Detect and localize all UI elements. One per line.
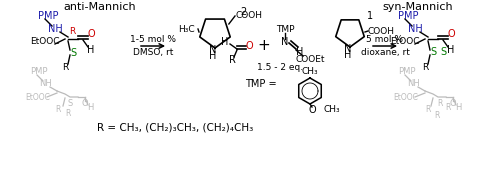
Text: H: H xyxy=(455,104,461,113)
Text: EtOOC: EtOOC xyxy=(390,37,420,47)
Text: N: N xyxy=(210,45,216,55)
Text: 5 mol %: 5 mol % xyxy=(366,35,404,43)
Text: COOEt: COOEt xyxy=(295,55,325,63)
Text: S: S xyxy=(68,100,72,108)
Text: H: H xyxy=(296,47,304,57)
Text: PMP: PMP xyxy=(398,11,418,21)
Text: EtOOC: EtOOC xyxy=(25,93,50,101)
Text: anti-Mannich: anti-Mannich xyxy=(64,2,136,12)
Text: O: O xyxy=(308,105,316,115)
Text: PMP: PMP xyxy=(38,11,58,21)
Text: R: R xyxy=(434,111,440,120)
Text: PMP: PMP xyxy=(398,68,415,76)
Text: 1-5 mol %: 1-5 mol % xyxy=(130,35,176,43)
Text: H: H xyxy=(448,45,454,55)
Text: R: R xyxy=(66,108,70,118)
Text: EtOOC: EtOOC xyxy=(393,93,418,101)
Text: O: O xyxy=(87,29,95,39)
Text: PMP: PMP xyxy=(30,68,48,76)
Text: EtOOC: EtOOC xyxy=(30,37,60,47)
Text: CH₃: CH₃ xyxy=(324,106,340,114)
Text: S: S xyxy=(70,48,76,58)
Text: R: R xyxy=(69,28,75,36)
Text: 1: 1 xyxy=(367,11,373,21)
Text: S: S xyxy=(430,47,436,57)
Text: H: H xyxy=(222,37,228,47)
Text: 2: 2 xyxy=(240,7,246,17)
Text: R: R xyxy=(446,102,450,112)
Text: TMP =: TMP = xyxy=(245,79,276,89)
Text: N: N xyxy=(344,44,352,54)
Text: O: O xyxy=(450,100,456,108)
Text: dioxane, rt: dioxane, rt xyxy=(360,48,410,56)
Text: H: H xyxy=(88,45,94,55)
Text: H: H xyxy=(344,50,352,60)
Text: NH: NH xyxy=(408,24,422,34)
Text: R: R xyxy=(56,105,60,113)
Text: syn-Mannich: syn-Mannich xyxy=(382,2,454,12)
Text: R: R xyxy=(438,100,442,108)
Text: R: R xyxy=(62,62,68,72)
Text: DMSO, rt: DMSO, rt xyxy=(133,48,173,56)
Text: O: O xyxy=(447,29,455,39)
Text: +: + xyxy=(258,38,270,54)
Text: O: O xyxy=(82,100,88,108)
Text: 1.5 - 2 eq.: 1.5 - 2 eq. xyxy=(257,62,303,72)
Text: R: R xyxy=(426,106,430,114)
Text: COOH: COOH xyxy=(368,27,395,36)
Text: N: N xyxy=(282,37,288,47)
Text: H: H xyxy=(87,104,93,113)
Text: NH: NH xyxy=(408,80,420,88)
Text: H₃C: H₃C xyxy=(178,24,195,34)
Text: NH: NH xyxy=(48,24,62,34)
Text: TMP: TMP xyxy=(276,25,294,35)
Text: COOH: COOH xyxy=(235,11,262,21)
Text: CH₃: CH₃ xyxy=(302,67,318,75)
Text: NH: NH xyxy=(40,80,52,88)
Text: O: O xyxy=(245,41,253,51)
Text: R: R xyxy=(228,55,235,65)
Text: R = CH₃, (CH₂)₃CH₃, (CH₂)₄CH₃: R = CH₃, (CH₂)₃CH₃, (CH₂)₄CH₃ xyxy=(97,122,253,132)
Text: H: H xyxy=(210,51,216,61)
Text: R: R xyxy=(422,62,428,72)
Text: S: S xyxy=(440,47,446,57)
